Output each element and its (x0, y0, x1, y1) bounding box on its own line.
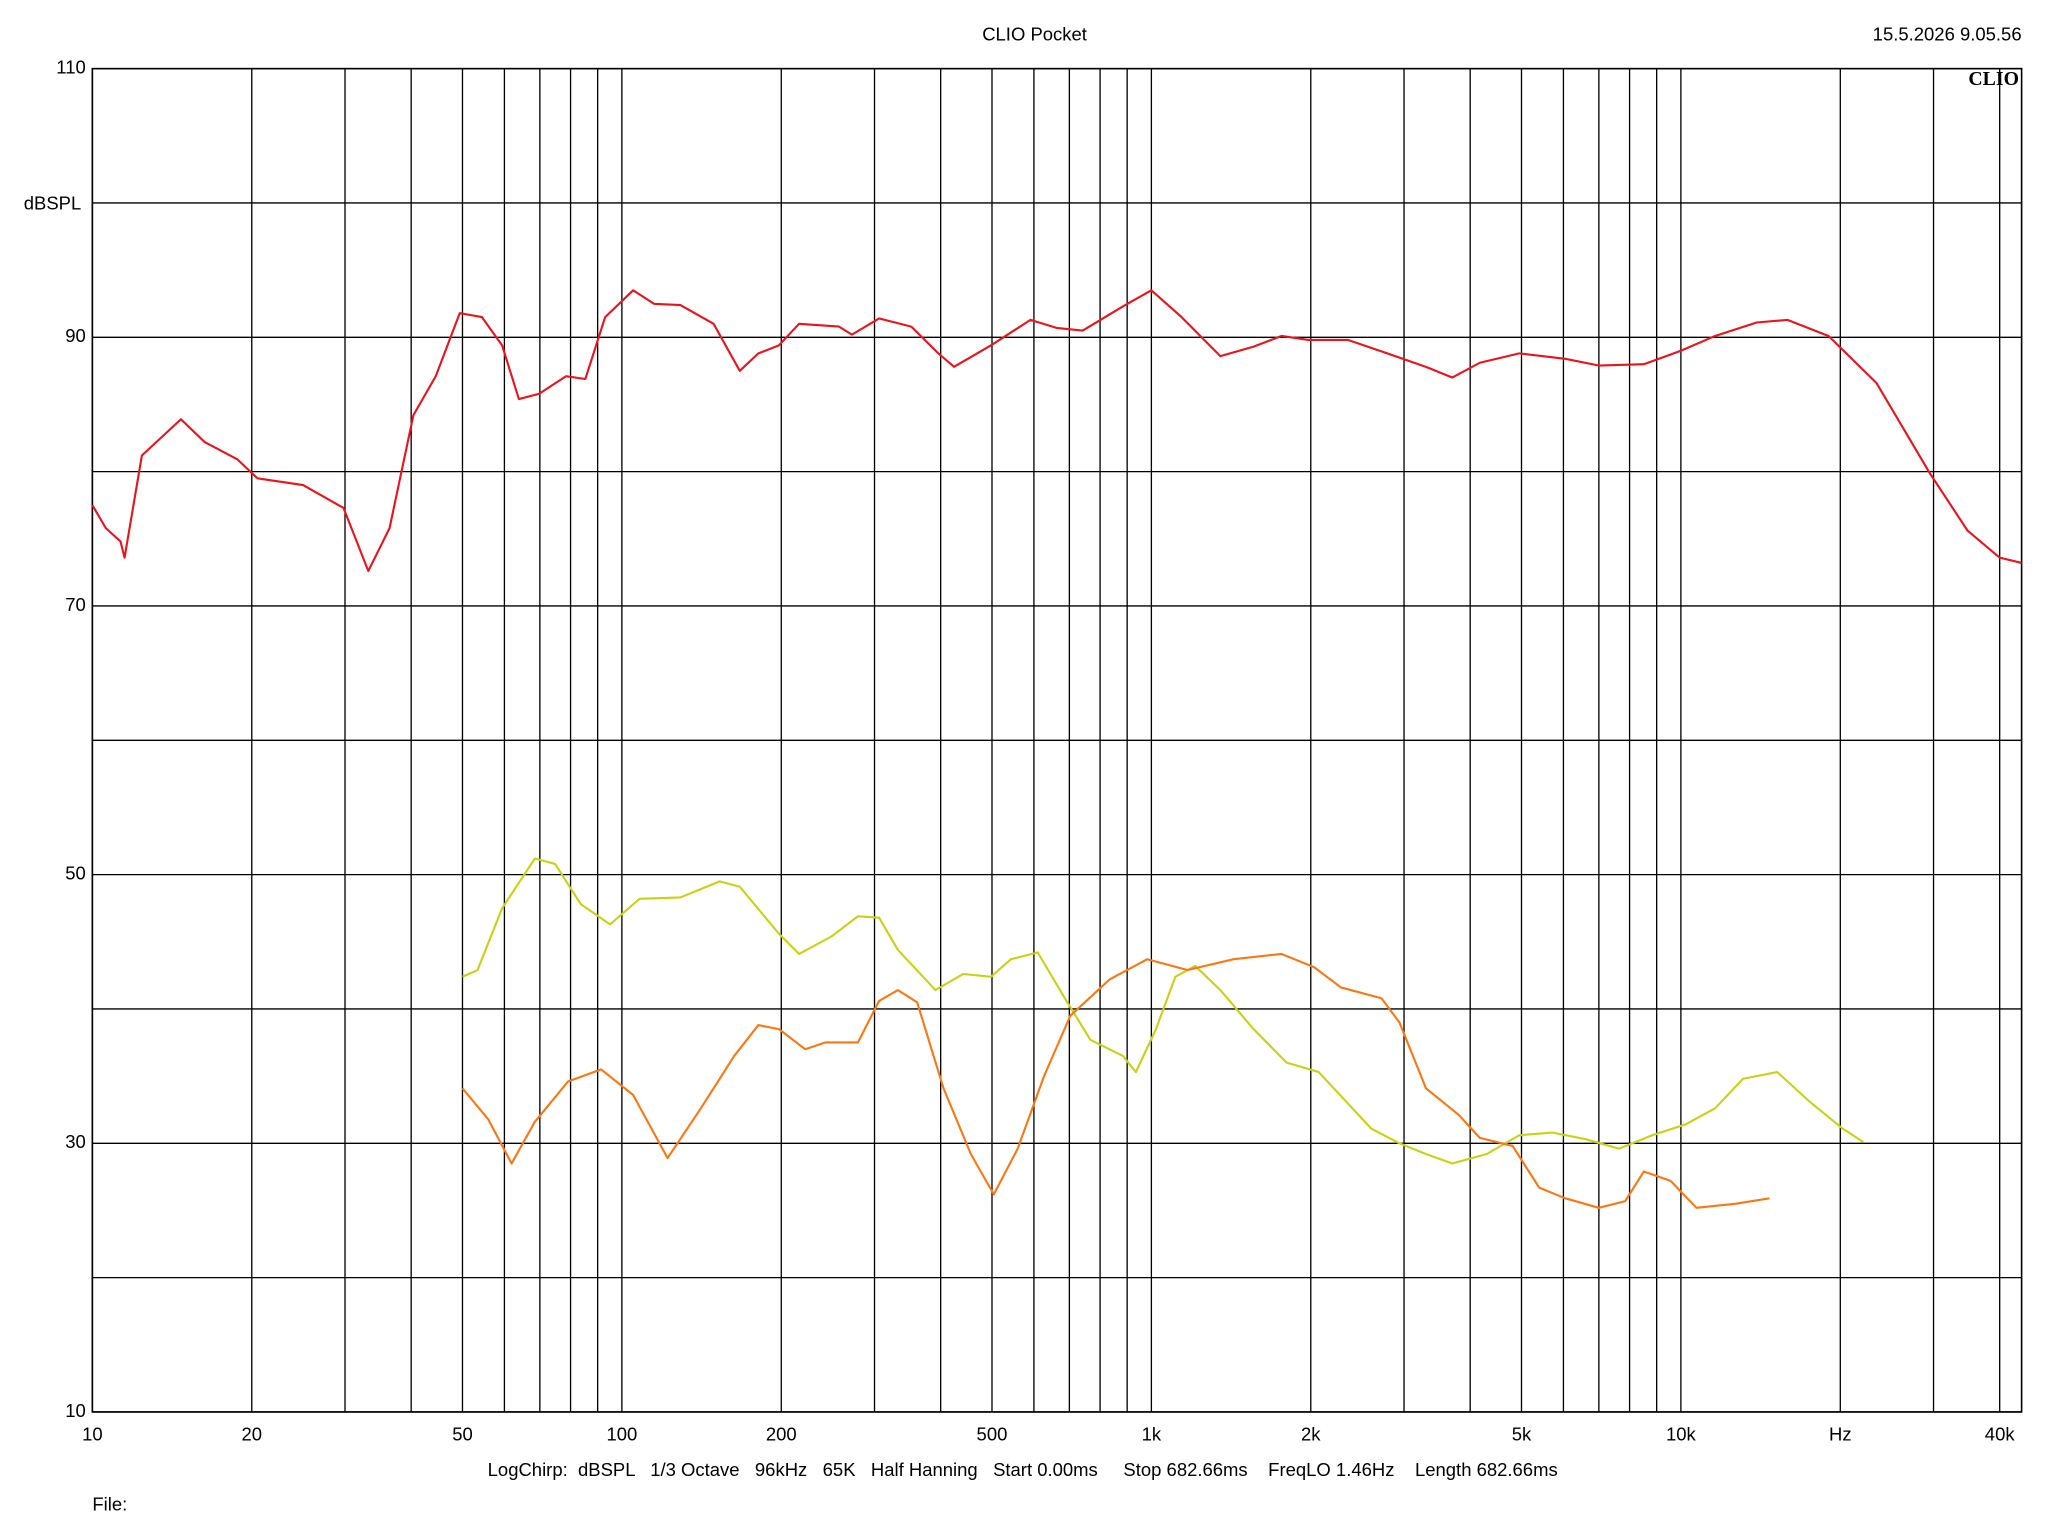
file-label: File: (92, 1494, 127, 1515)
x-tick-label: 10k (1666, 1424, 1697, 1445)
footer: LogChirp: dBSPL 1/3 Octave 96kHz 65K Hal… (488, 1459, 1558, 1480)
chart-title: CLIO Pocket (982, 24, 1087, 45)
series-line (462, 857, 1864, 1165)
y-tick-label: 90 (65, 325, 86, 346)
x-tick-label: Hz (1829, 1424, 1852, 1445)
y-tick-label: 50 (65, 862, 86, 883)
x-tick-label: 5k (1512, 1424, 1532, 1445)
series-line (461, 952, 1770, 1209)
x-tick-label: 10 (82, 1424, 103, 1445)
y-tick-label: 70 (65, 594, 86, 615)
x-tick-label: 500 (977, 1424, 1008, 1445)
plot-frame (91, 67, 2023, 1413)
y-tick-label: 30 (65, 1131, 86, 1152)
x-tick-label: 2k (1301, 1424, 1321, 1445)
y-tick-label: 10 (65, 1400, 86, 1421)
series-line (91, 289, 2022, 573)
logo: CLIO (1968, 68, 2019, 90)
y-axis-label: dBSPL (24, 192, 82, 213)
x-tick-label: 20 (241, 1424, 262, 1445)
x-tick-label: 40k (1985, 1424, 2016, 1445)
x-tick-label: 1k (1142, 1424, 1162, 1445)
x-tick-label: 50 (452, 1424, 473, 1445)
y-tick-label: 110 (56, 56, 85, 77)
x-tick-label: 200 (766, 1424, 797, 1445)
x-tick-label: 100 (606, 1424, 637, 1445)
timestamp: 15.5.2026 9.05.56 (1873, 24, 2022, 45)
